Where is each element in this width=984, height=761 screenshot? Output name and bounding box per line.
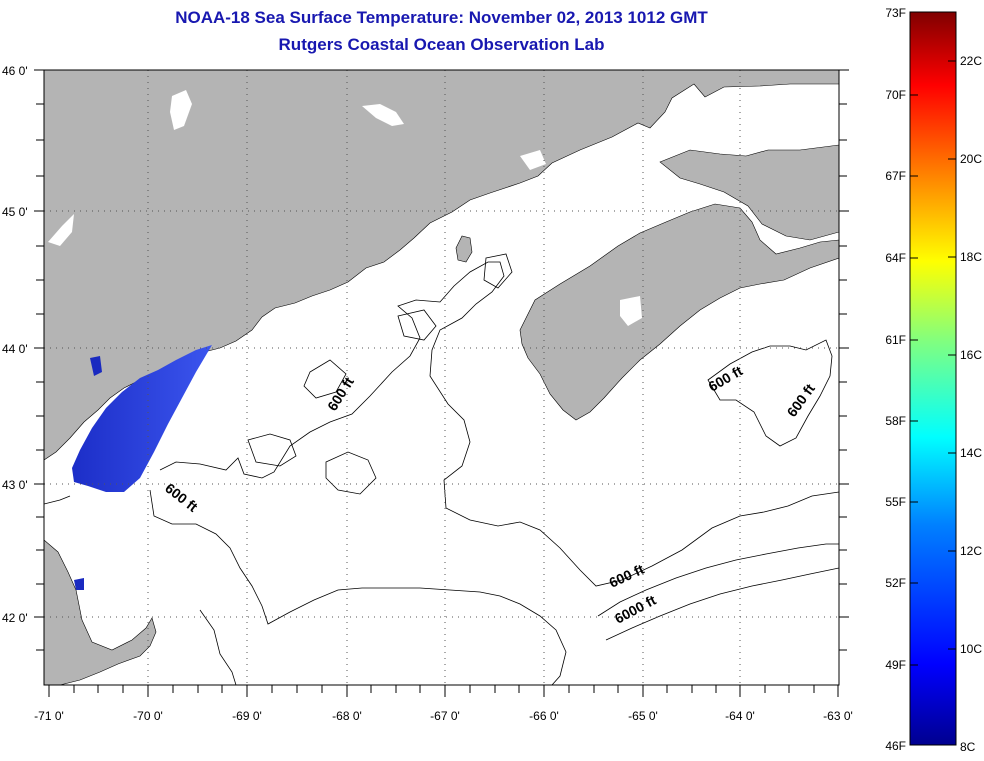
lon-label: -70 0'	[133, 709, 163, 723]
sst-data-fragment	[74, 578, 84, 590]
colorbar-c-label: 22C	[960, 54, 982, 68]
colorbar-c-label: 16C	[960, 348, 982, 362]
colorbar-c-label: 8C	[960, 740, 976, 754]
colorbar-f-label: 58F	[885, 414, 906, 428]
colorbar-f-label: 52F	[885, 576, 906, 590]
sst-data-patch	[72, 345, 212, 492]
lat-label: 46 0'	[2, 64, 28, 78]
map-subtitle: Rutgers Coastal Ocean Observation Lab	[278, 35, 605, 54]
colorbar-f-label: 49F	[885, 658, 906, 672]
colorbar-c-label: 14C	[960, 446, 982, 460]
colorbar-f-label: 46F	[885, 739, 906, 753]
bathymetry-contours	[44, 253, 839, 685]
colorbar-c-label: 20C	[960, 152, 982, 166]
lake	[520, 150, 546, 170]
lon-label: -68 0'	[332, 709, 362, 723]
lat-label: 43 0'	[2, 478, 28, 492]
colorbar-f-label: 64F	[885, 251, 906, 265]
lat-label: 42 0'	[2, 611, 28, 625]
lat-label: 44 0'	[2, 342, 28, 356]
sst-data-fragment	[90, 356, 102, 376]
lake	[620, 296, 642, 326]
lon-label: -63 0'	[823, 709, 853, 723]
map-border	[43, 69, 840, 686]
colorbar-c-label: 10C	[960, 642, 982, 656]
lon-label: -64 0'	[725, 709, 755, 723]
colorbar-c-label: 12C	[960, 544, 982, 558]
colorbar-f-label: 55F	[885, 495, 906, 509]
lon-label: -66 0'	[529, 709, 559, 723]
colorbar-f-label: 61F	[885, 333, 906, 347]
land-grand-manan	[455, 235, 473, 263]
lon-label: -69 0'	[232, 709, 262, 723]
lake	[362, 104, 404, 126]
land-cape-breton	[659, 144, 839, 241]
colorbar-f-label: 70F	[885, 88, 906, 102]
land-nova-scotia	[519, 203, 839, 421]
colorbar-c-label: 18C	[960, 250, 982, 264]
colorbar-ticks	[910, 60, 956, 666]
colorbar: 73F 70F 67F 64F 61F 58F 55F 52F 49F 46F …	[885, 6, 982, 754]
lon-label: -67 0'	[430, 709, 460, 723]
axis-ticks	[34, 69, 849, 697]
colorbar-f-label: 67F	[885, 169, 906, 183]
graticule	[44, 70, 839, 685]
map-title: NOAA-18 Sea Surface Temperature: Novembe…	[175, 8, 708, 27]
colorbar-gradient	[909, 11, 957, 746]
lake	[48, 214, 74, 246]
lon-label: -71 0'	[34, 709, 64, 723]
colorbar-f-label: 73F	[885, 6, 906, 20]
lat-label: 45 0'	[2, 205, 28, 219]
lake	[170, 90, 192, 130]
lon-label: -65 0'	[628, 709, 658, 723]
